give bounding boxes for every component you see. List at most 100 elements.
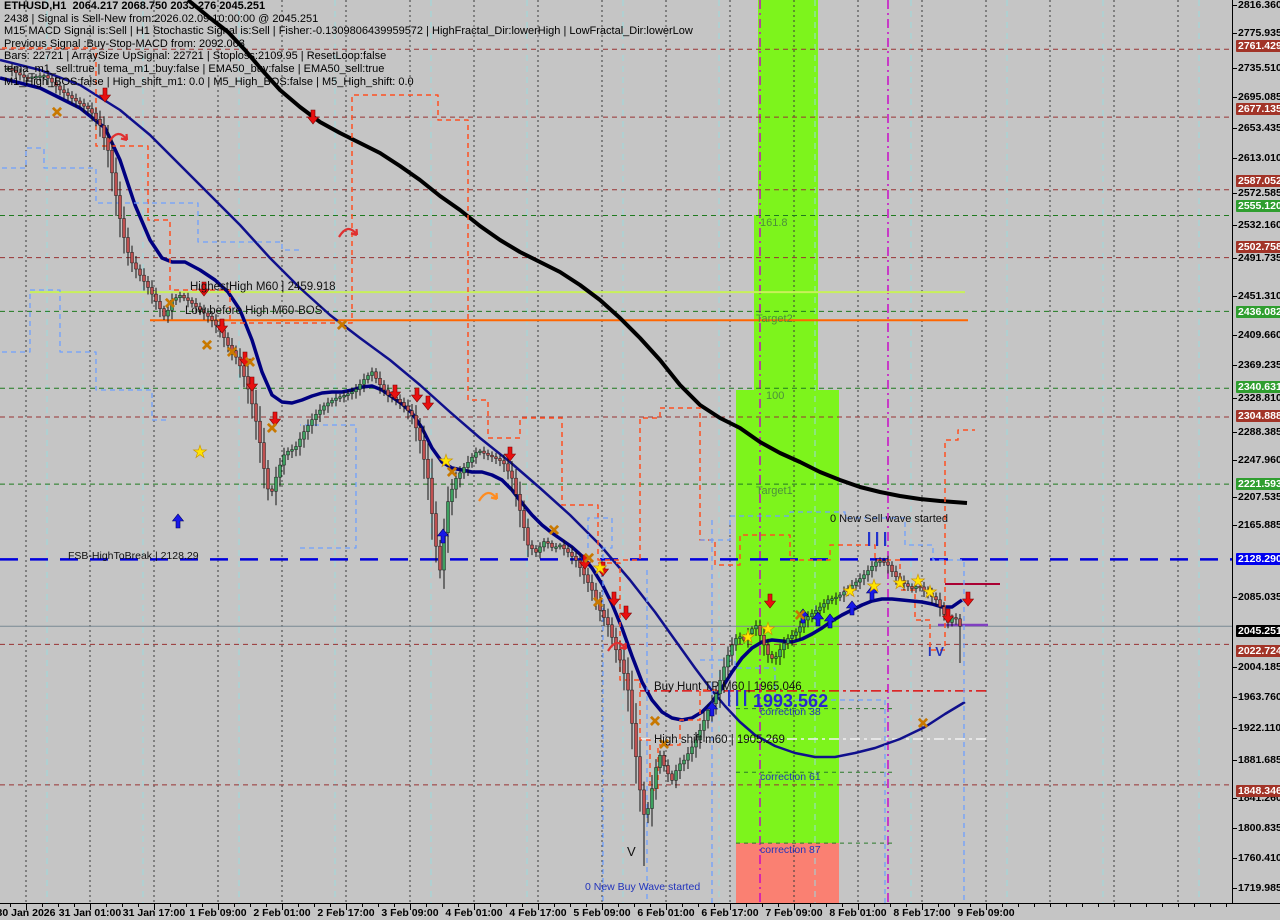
price-tick-label: 2572.585 [1238,187,1280,199]
axis-tick [1233,858,1237,859]
candle-down [490,454,494,458]
star-signal-icon: ★ [866,577,881,596]
candle-down [262,442,266,469]
candle-up [674,770,678,781]
candle-up [330,400,334,404]
time-tick-label: 8 Feb 01:00 [829,907,887,919]
candle-down [142,274,146,282]
candle-down [922,586,926,591]
candle-down [402,402,406,407]
axis-tick [1233,68,1237,69]
axis-tick [1233,667,1237,668]
axis-tick [698,904,699,907]
axis-tick [1233,33,1237,34]
candle-down [422,440,426,460]
annotation-label: correction 87 [760,844,821,856]
candle-down [194,303,198,307]
candle-down [230,345,234,352]
annotation-label: HighestHigh M60 | 2459.918 [190,281,336,293]
curved-arrow-icon [108,132,129,143]
axis-tick [42,904,43,907]
star-signal-icon: ★ [842,582,857,601]
candle-up [286,450,290,456]
vertical-grid [25,0,1200,903]
chart-canvas[interactable]: ★ ★★★ ★★ ★ ★ ★★✕✕✕ ✕✕✕✕✕✕✕✕✕✕✕✕HighestHigh M60… [0,0,1232,903]
candle-up [538,546,542,553]
candle-up [298,438,302,447]
x-signal-icon: ✕ [226,344,238,360]
candle-down [78,100,82,104]
time-tick-label: 4 Feb 01:00 [445,907,503,919]
axis-tick [266,904,267,907]
time-tick-label: 8 Feb 17:00 [893,907,951,919]
candle-down [606,617,610,626]
sell-arrow-icon [619,605,633,621]
axis-tick [1178,904,1179,907]
candle-up [778,649,782,658]
axis-tick [202,904,203,907]
axis-tick [10,904,11,907]
candle-down [526,527,530,546]
candle-down [930,593,934,597]
candle-up [462,467,466,474]
price-tick-label: 1800.835 [1238,822,1280,834]
price-level-badge: 2436.082 [1236,306,1280,318]
candle-down [82,103,86,107]
candle-up [274,476,278,492]
candle-up [34,76,38,79]
axis-tick [1002,904,1003,907]
price-tick-label: 2653.435 [1238,122,1280,134]
price-axis[interactable]: 2816.360 2775.935 2735.510 2695.085 2653.435… [1232,0,1280,903]
candle-up [798,626,802,633]
candle-down [26,76,30,79]
axis-tick-major [90,904,91,910]
candle-up [730,644,734,656]
candle-down [414,415,418,429]
candle-down [70,95,74,99]
sell-arrow-icon [503,446,517,462]
star-signal-icon: ★ [760,620,775,639]
candle-up [366,375,370,380]
price-tick-label: 1881.685 [1238,754,1280,766]
star-signal-icon: ★ [438,452,453,471]
candle-up [794,631,798,636]
candle-down [550,542,554,548]
annotation-label: 0 New Buy Wave started [585,881,700,893]
candle-down [50,78,54,83]
candle-up [646,808,650,815]
time-tick-label: 7 Feb 09:00 [765,907,823,919]
candle-up [870,566,874,571]
axis-tick [1233,158,1237,159]
candle-down [434,513,438,547]
candle-up [722,666,726,681]
time-tick-label: 2 Feb 01:00 [253,907,311,919]
indicator-curves [0,0,975,903]
axis-tick-major [538,904,539,910]
price-tick-label: 2695.085 [1238,91,1280,103]
x-signal-icon: ✕ [658,736,670,752]
candle-down [602,610,606,618]
time-tick-label: 6 Feb 17:00 [701,907,759,919]
candle-down [210,316,214,321]
axis-tick [1098,904,1099,907]
candle-down [150,287,154,295]
time-axis[interactable]: 30 Jan 2026 31 Jan 01:00 31 Jan 17:00 1 Feb… [0,903,1280,920]
price-level-badge: 2022.724 [1236,645,1280,657]
axis-tick [122,904,123,907]
axis-tick [778,904,779,907]
axis-tick [58,904,59,907]
x-signal-icon: ✕ [336,317,348,333]
candle-down [190,300,194,304]
candle-up [294,446,298,450]
star-signal-icon: ★ [922,583,937,602]
price-level-badge: 1848.346 [1236,785,1280,797]
time-tick-label: 31 Jan 17:00 [122,907,186,919]
price-tick-label: 2775.935 [1238,27,1280,39]
axis-tick [842,904,843,907]
navy-slow-ma [0,58,966,759]
wave-tick-mark [736,690,739,706]
candle-up [454,478,458,490]
price-tick-label: 1922.110 [1238,722,1280,734]
wave-tick-mark [728,690,731,706]
